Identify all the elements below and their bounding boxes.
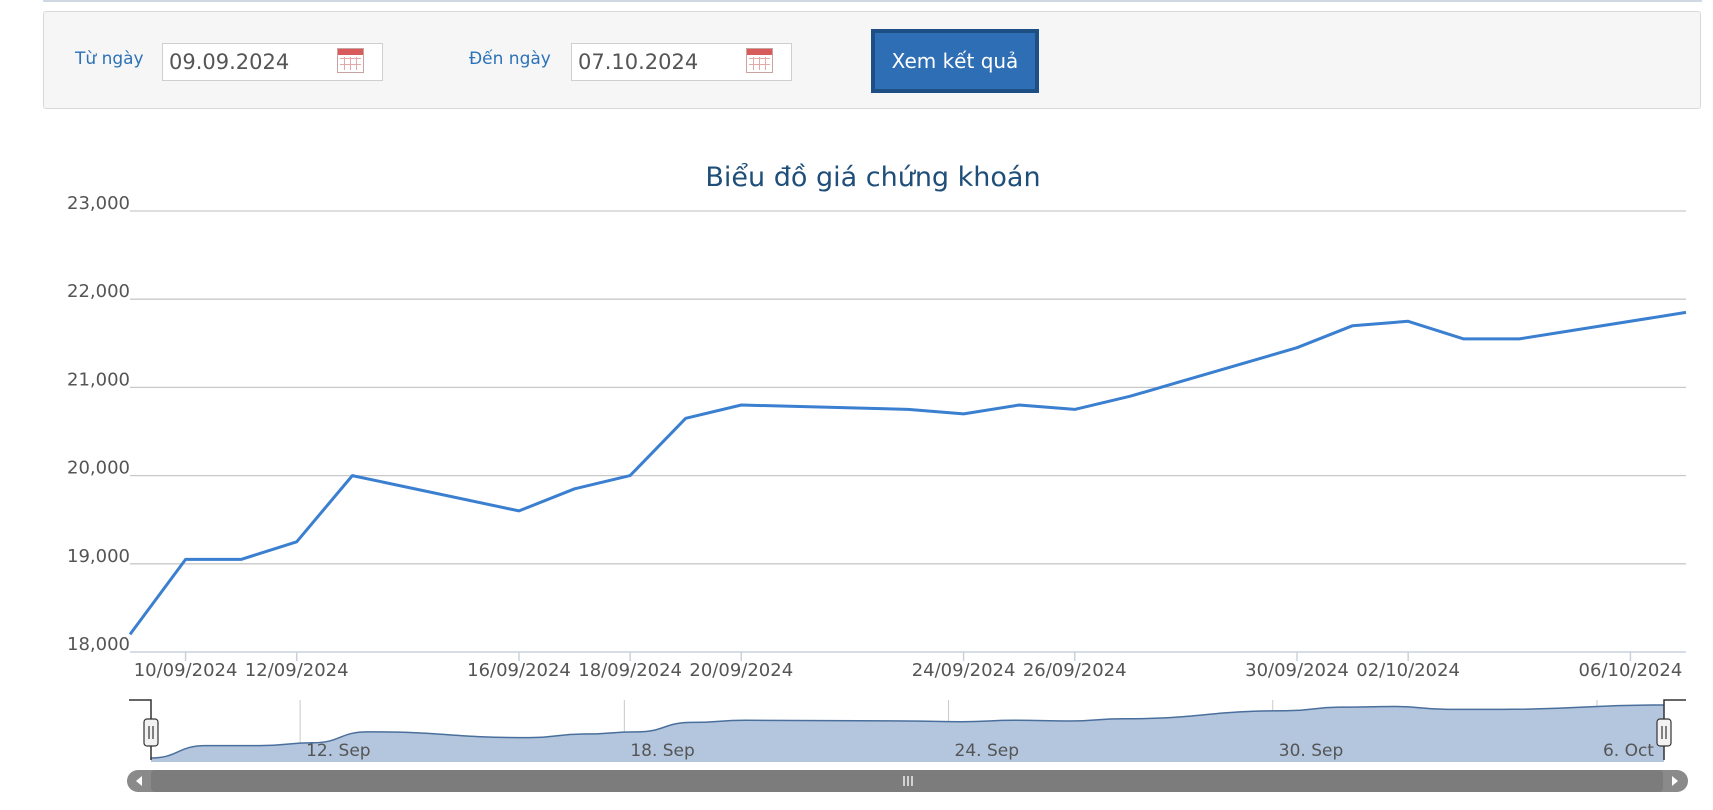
- x-axis-ticks: [184, 652, 1632, 661]
- data-point: [572, 486, 577, 491]
- price-series-points: [128, 310, 1689, 637]
- data-point: [1072, 407, 1077, 412]
- navigator-right-handle[interactable]: [1656, 718, 1672, 747]
- x-tick-label: 12/09/2024: [245, 660, 349, 681]
- x-tick-label: 06/10/2024: [1579, 660, 1683, 681]
- from-calendar-icon[interactable]: [337, 48, 364, 73]
- data-point: [1350, 323, 1355, 328]
- y-tick-label: 22,000: [67, 281, 130, 302]
- navigator-area: [151, 705, 1664, 762]
- scrollbar[interactable]: [127, 770, 1688, 792]
- data-point: [128, 632, 133, 637]
- data-point: [1295, 345, 1300, 350]
- y-tick-label: 20,000: [67, 458, 130, 479]
- y-tick-label: 18,000: [67, 634, 130, 655]
- data-point: [517, 508, 522, 513]
- top-border: [43, 0, 1702, 2]
- price-series-line: [128, 310, 1687, 636]
- scroll-left-arrow-icon[interactable]: [136, 776, 142, 786]
- y-tick-label: 23,000: [67, 193, 130, 214]
- y-tick-label: 21,000: [67, 369, 130, 390]
- data-point: [1128, 394, 1133, 399]
- y-axis-labels: 18,000 19,000 20,000 21,000 22,000 23,000: [67, 193, 130, 655]
- data-point: [1406, 319, 1411, 324]
- navigator-line: [150, 704, 1665, 759]
- scrollbar-thumb[interactable]: [151, 770, 1663, 792]
- from-date-label: Từ ngày: [75, 49, 144, 69]
- data-point: [1461, 336, 1466, 341]
- data-point: [683, 416, 688, 421]
- data-point: [294, 539, 299, 544]
- chart-title: Biểu đồ giá chứng khoán: [705, 162, 1040, 193]
- to-date-label: Đến ngày: [469, 49, 551, 69]
- x-tick-label: 20/09/2024: [689, 660, 793, 681]
- x-axis-labels: 10/09/2024 12/09/2024 16/09/2024 18/09/2024…: [134, 660, 1683, 681]
- data-point: [183, 557, 188, 562]
- navigator-label: 18. Sep: [630, 741, 694, 761]
- navigator-label: 30. Sep: [1279, 741, 1343, 761]
- data-point: [628, 473, 633, 478]
- data-point: [350, 473, 355, 478]
- x-tick-label: 24/09/2024: [912, 660, 1016, 681]
- to-calendar-icon[interactable]: [746, 48, 773, 73]
- scrollbar-grip-icon: [903, 776, 913, 786]
- navigator-left-handle[interactable]: [143, 718, 159, 747]
- data-point: [1684, 310, 1689, 315]
- x-tick-label: 30/09/2024: [1245, 660, 1349, 681]
- x-tick-label: 18/09/2024: [578, 660, 682, 681]
- date-filter-bar: Từ ngày Đến ngày Xem kết quả: [43, 11, 1701, 109]
- scroll-right-arrow-icon[interactable]: [1672, 776, 1678, 786]
- x-tick-label: 10/09/2024: [134, 660, 238, 681]
- data-point: [1017, 403, 1022, 408]
- x-tick-label: 16/09/2024: [467, 660, 571, 681]
- navigator[interactable]: 12. Sep 18. Sep 24. Sep 30. Sep 6. Oct: [129, 699, 1686, 762]
- x-tick-label: 02/10/2024: [1356, 660, 1460, 681]
- navigator-label: 12. Sep: [306, 741, 370, 761]
- view-results-button[interactable]: Xem kết quả: [871, 29, 1039, 93]
- data-point: [1517, 336, 1522, 341]
- navigator-label: 24. Sep: [955, 741, 1019, 761]
- data-point: [739, 403, 744, 408]
- data-point: [239, 557, 244, 562]
- navigator-label: 6. Oct: [1603, 741, 1654, 761]
- data-point: [961, 411, 966, 416]
- x-tick-label: 26/09/2024: [1023, 660, 1127, 681]
- navigator-labels: 12. Sep 18. Sep 24. Sep 30. Sep 6. Oct: [306, 741, 1654, 761]
- y-gridlines: [130, 210, 1686, 565]
- data-point: [906, 407, 911, 412]
- y-tick-label: 19,000: [67, 546, 130, 567]
